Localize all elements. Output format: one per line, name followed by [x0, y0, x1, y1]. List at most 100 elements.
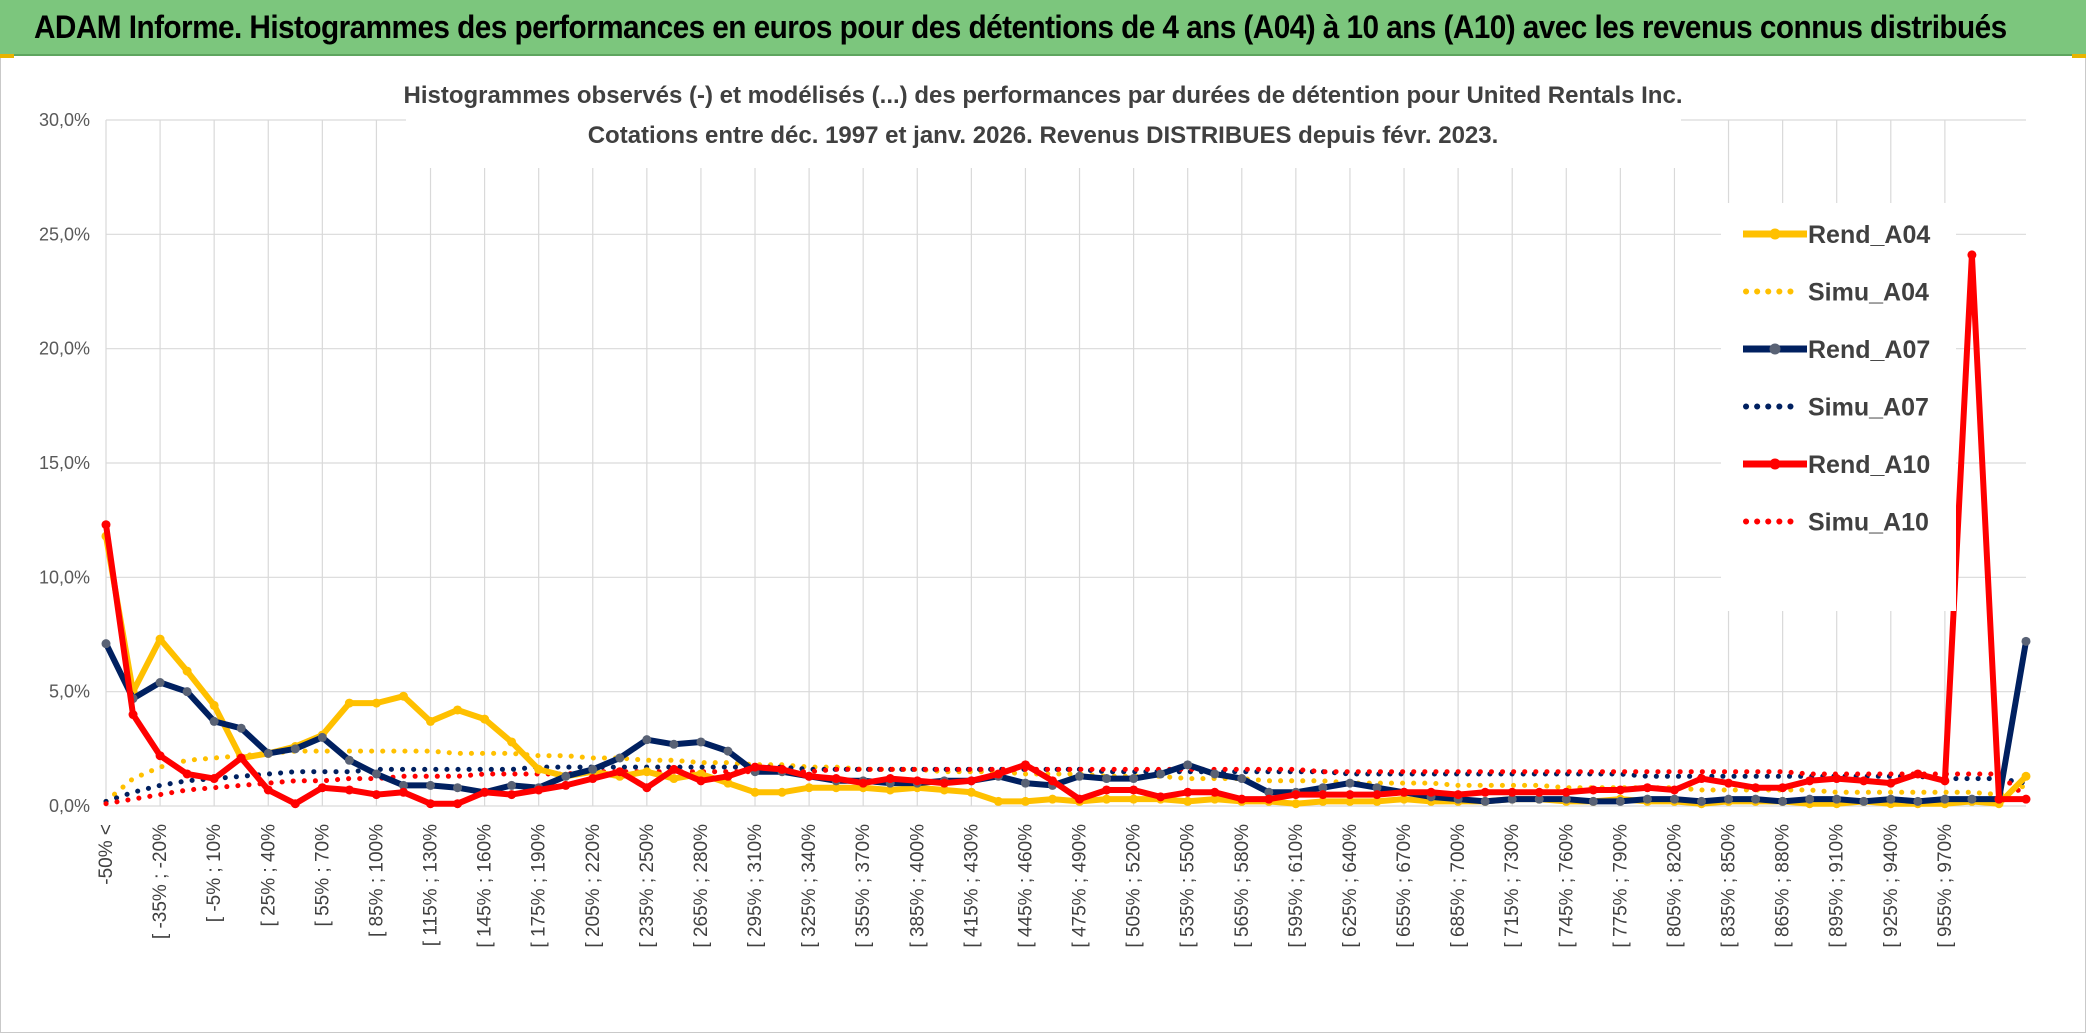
data-point	[290, 744, 300, 754]
data-point	[1264, 794, 1274, 804]
x-tick-label: [ 835% ; 850%	[1719, 824, 1740, 948]
series-line	[103, 251, 2026, 807]
data-point	[1724, 778, 1734, 788]
x-tick-label: [ 145% ; 160%	[475, 824, 496, 948]
data-point	[209, 716, 219, 726]
data-point	[642, 767, 652, 777]
data-point	[1426, 787, 1436, 797]
legend-item: Rend_A10	[1743, 451, 1930, 479]
x-tick-label: -50% <	[96, 824, 117, 885]
data-point	[1102, 774, 1112, 784]
x-tick-label: [ 595% ; 610%	[1286, 824, 1307, 948]
data-point	[966, 776, 976, 786]
data-point	[2021, 636, 2031, 646]
x-tick-label: [ 295% ; 310%	[745, 824, 766, 948]
data-point	[723, 771, 733, 781]
data-point	[1345, 796, 1355, 806]
series-rend-a07	[101, 636, 2031, 806]
legend-item: Simu_A10	[1743, 509, 1929, 537]
data-point	[777, 764, 787, 774]
data-point	[1886, 794, 1896, 804]
data-point	[804, 783, 814, 793]
data-point	[317, 732, 327, 742]
data-point	[1183, 787, 1193, 797]
data-point	[1832, 794, 1842, 804]
series-layer	[101, 250, 2031, 809]
data-point	[1372, 790, 1382, 800]
x-tick-label: [ 235% ; 250%	[637, 824, 658, 948]
y-tick-label: 20,0%	[39, 339, 90, 359]
data-point	[263, 748, 273, 758]
y-tick-label: 10,0%	[39, 567, 90, 587]
data-point	[534, 785, 544, 795]
data-point	[1480, 787, 1490, 797]
x-tick-label: [ 85% ; 100%	[366, 824, 387, 937]
data-point	[1886, 778, 1896, 788]
data-point	[1183, 796, 1193, 806]
data-point	[480, 787, 490, 797]
legend-item: Simu_A07	[1743, 394, 1929, 422]
legend-marker	[1769, 343, 1781, 355]
data-point	[426, 780, 436, 790]
data-point	[831, 774, 841, 784]
data-point	[1102, 794, 1112, 804]
x-tick-label: [ 535% ; 550%	[1178, 824, 1199, 948]
data-point	[1318, 790, 1328, 800]
data-point	[453, 783, 463, 793]
data-point	[1994, 794, 2004, 804]
data-point	[777, 787, 787, 797]
data-point	[1020, 760, 1030, 770]
data-point	[1615, 785, 1625, 795]
data-point	[1237, 794, 1247, 804]
data-point	[669, 739, 679, 749]
data-point	[398, 780, 408, 790]
data-point	[1210, 769, 1220, 779]
data-point	[371, 790, 381, 800]
data-point	[1264, 787, 1274, 797]
data-point	[1183, 760, 1193, 770]
data-point	[1507, 787, 1517, 797]
x-tick-label: [ 55% ; 70%	[312, 824, 333, 927]
x-tick-label: [ -5% ; 10%	[204, 824, 225, 922]
data-point	[1047, 776, 1057, 786]
series-line	[103, 766, 2029, 807]
data-point	[1237, 774, 1247, 784]
y-tick-label: 15,0%	[39, 453, 90, 473]
data-point	[1453, 790, 1463, 800]
data-point	[2021, 794, 2031, 804]
x-tick-label: [ 265% ; 280%	[691, 824, 712, 948]
data-point	[317, 783, 327, 793]
chart-frame: 0,0% 5,0% 10,0% 15,0% 20,0% 25,0% 30,0% -50% < […	[0, 58, 2086, 1033]
data-point	[912, 776, 922, 786]
x-tick-label: [ 175% ; 190%	[529, 824, 550, 948]
x-tick-label: [ 415% ; 430%	[961, 824, 982, 948]
data-point	[1561, 787, 1571, 797]
data-point	[993, 796, 1003, 806]
data-point	[344, 785, 354, 795]
data-point	[263, 785, 273, 795]
data-point	[182, 769, 192, 779]
data-point	[1615, 796, 1625, 806]
data-point	[669, 774, 679, 784]
data-point	[642, 783, 652, 793]
data-point	[371, 769, 381, 779]
data-point	[290, 799, 300, 809]
data-point	[155, 634, 165, 644]
legend-label: Simu_A10	[1808, 509, 1929, 537]
data-point	[453, 799, 463, 809]
data-point	[723, 746, 733, 756]
data-point	[2021, 771, 2031, 781]
data-point	[1075, 771, 1085, 781]
data-point	[1832, 774, 1842, 784]
data-point	[155, 751, 165, 761]
x-tick-label: [ 505% ; 520%	[1124, 824, 1145, 948]
data-point	[1859, 796, 1869, 806]
x-tick-label: [ 805% ; 820%	[1664, 824, 1685, 948]
data-point	[398, 787, 408, 797]
data-point	[1372, 783, 1382, 793]
y-tick-label: 25,0%	[39, 224, 90, 244]
data-point	[885, 785, 895, 795]
data-point	[398, 691, 408, 701]
data-point	[1345, 778, 1355, 788]
data-point	[1129, 794, 1139, 804]
